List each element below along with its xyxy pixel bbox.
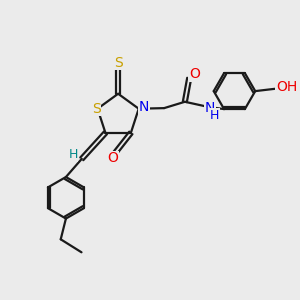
Text: O: O <box>189 67 200 81</box>
Text: N: N <box>139 100 149 114</box>
Text: H: H <box>210 109 220 122</box>
Text: OH: OH <box>276 80 297 94</box>
Text: S: S <box>114 56 122 70</box>
Text: N: N <box>205 101 215 116</box>
Text: S: S <box>92 102 100 116</box>
Text: O: O <box>107 151 118 165</box>
Text: H: H <box>68 148 78 161</box>
